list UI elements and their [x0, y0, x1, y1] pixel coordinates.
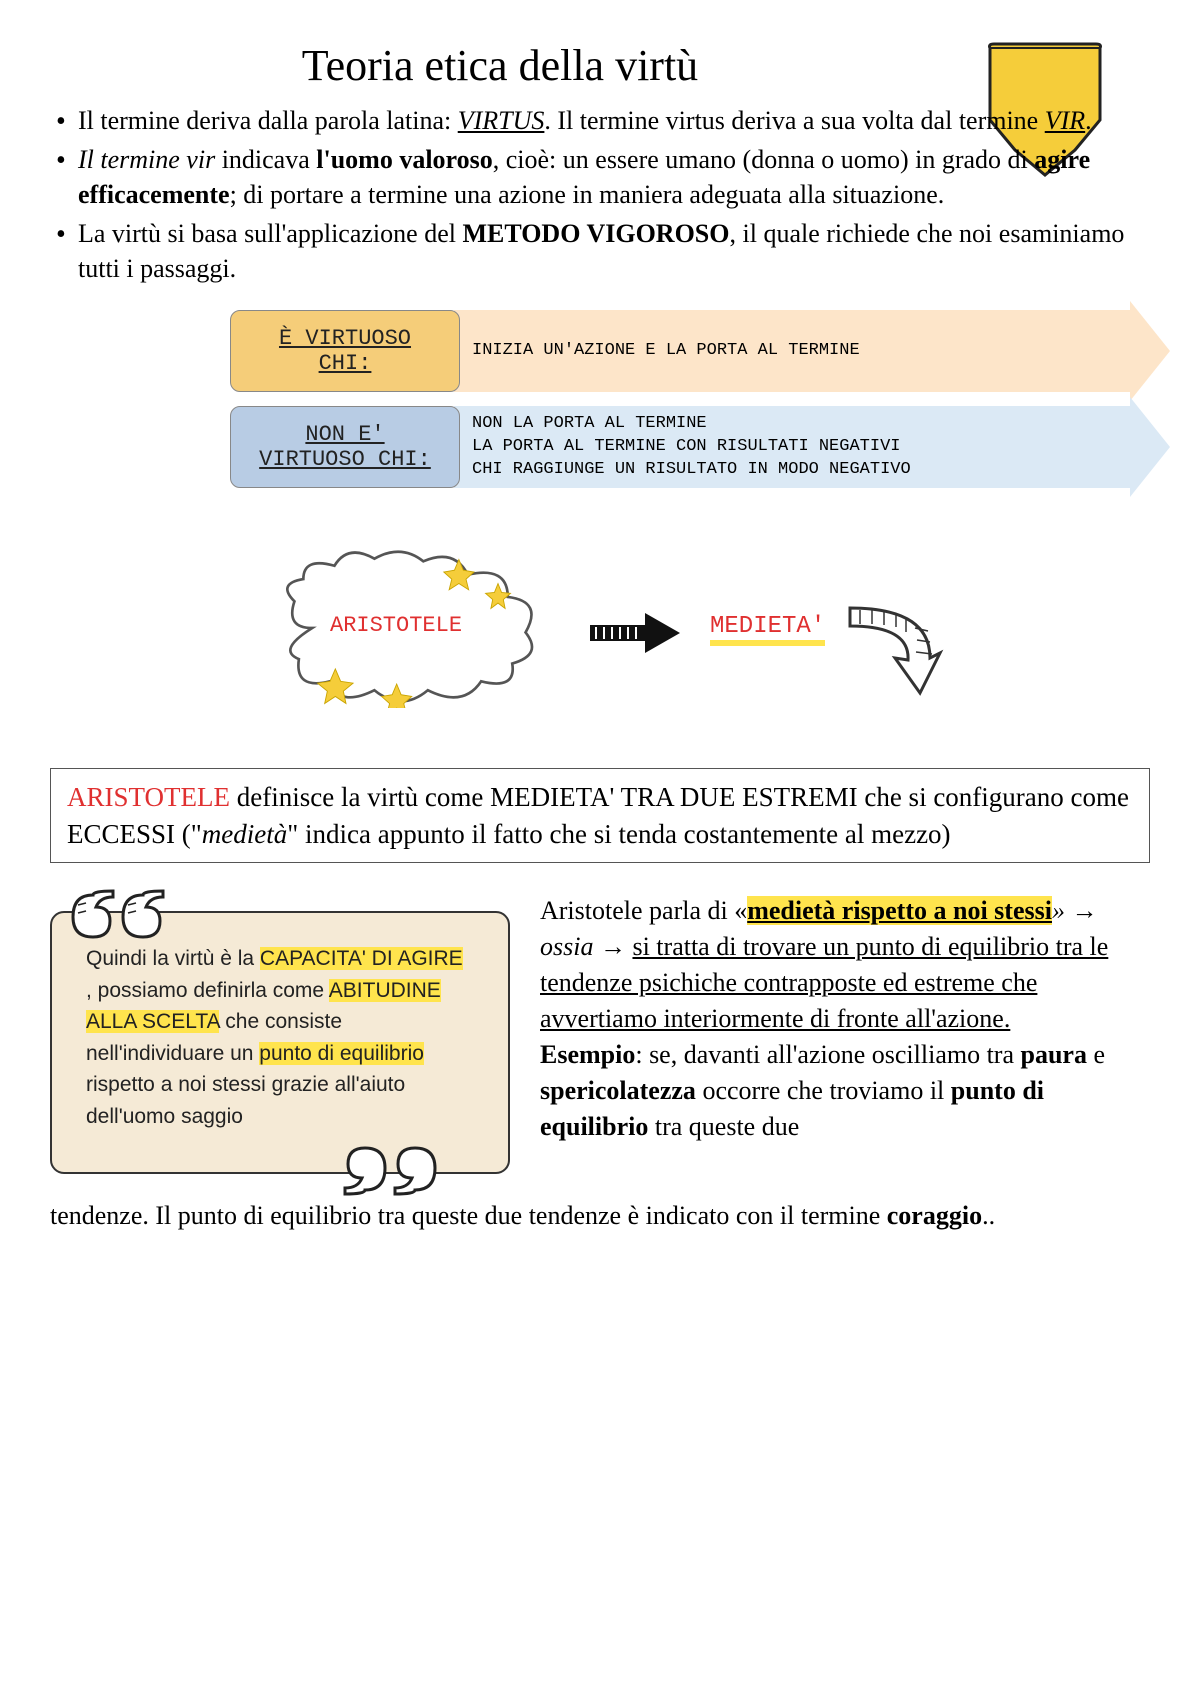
quote-text: Quindi la virtù è la CAPACITA' DI AGIRE … [86, 943, 474, 1132]
definition-box: ARISTOTELE definisce la virtù come MEDIE… [50, 768, 1150, 863]
bottom-section: Quindi la virtù è la CAPACITA' DI AGIRE … [50, 893, 1150, 1192]
continuation-text: tendenze. Il punto di equilibrio tra que… [50, 1198, 1150, 1234]
intro-bullets: Il termine deriva dalla parola latina: V… [50, 103, 1150, 286]
page-title: Teoria etica della virtù [130, 40, 870, 91]
bullet-1: Il termine deriva dalla parola latina: V… [50, 103, 1150, 138]
medieta-label: MEDIETA' [710, 613, 825, 646]
virtuoso-diagram: È VIRTUOSO CHI: INIZIA UN'AZIONE E LA PO… [230, 310, 1130, 488]
open-quote-icon [68, 885, 178, 945]
non-virtuoso-label-box: NON E' VIRTUOSO CHI: [230, 406, 460, 488]
right-column-text: Aristotele parla di «medietà rispetto a … [540, 893, 1150, 1144]
virtuoso-label-box: È VIRTUOSO CHI: [230, 310, 460, 392]
aristotele-diagram: ARISTOTELE MEDIETA' [220, 518, 980, 738]
non-virtuoso-arrow: NON LA PORTA AL TERMINE LA PORTA AL TERM… [454, 406, 1130, 488]
virtuoso-arrow: INIZIA UN'AZIONE E LA PORTA AL TERMINE [454, 310, 1130, 392]
thick-arrow-icon [590, 613, 680, 653]
bullet-3: La virtù si basa sull'applicazione del M… [50, 216, 1150, 286]
cloud-label: ARISTOTELE [330, 613, 462, 638]
bullet-2: Il termine vir indicava l'uomo valoroso,… [50, 142, 1150, 212]
quote-card: Quindi la virtù è la CAPACITA' DI AGIRE … [50, 893, 510, 1192]
virtuoso-row: È VIRTUOSO CHI: INIZIA UN'AZIONE E LA PO… [230, 310, 1130, 392]
close-quote-icon [330, 1140, 440, 1200]
curved-arrow-icon [840, 598, 950, 698]
non-virtuoso-row: NON E' VIRTUOSO CHI: NON LA PORTA AL TER… [230, 406, 1130, 488]
